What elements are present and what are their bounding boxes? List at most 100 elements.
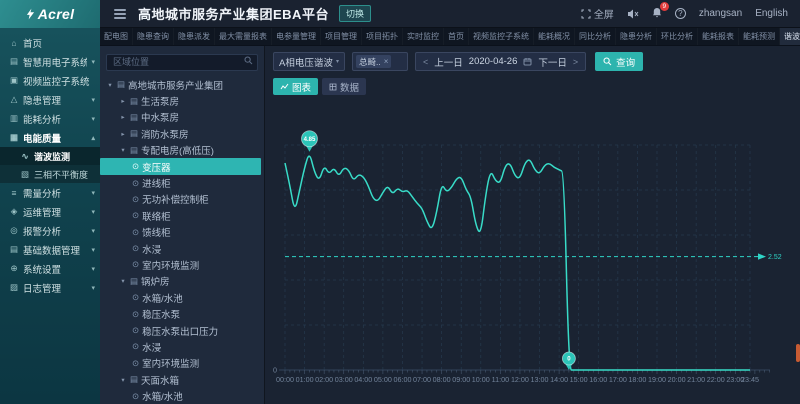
- data-type-multiselect[interactable]: 总畸.. ×: [352, 52, 408, 71]
- calendar-icon[interactable]: [523, 57, 532, 66]
- language-switcher[interactable]: English: [755, 8, 788, 19]
- tree-node[interactable]: ⊙ 稳压水泵: [100, 306, 261, 322]
- next-day-arrow-icon[interactable]: >: [572, 56, 579, 67]
- tab[interactable]: 能耗概况 ×: [534, 28, 575, 45]
- tab[interactable]: 隐患查询 ×: [133, 28, 174, 45]
- tree-search-input[interactable]: [106, 53, 258, 71]
- tree-node-label: 稳压水泵: [142, 310, 181, 322]
- remove-tag-icon[interactable]: ×: [383, 57, 389, 66]
- fullscreen-button[interactable]: 全屏: [581, 6, 614, 21]
- tree-node-label: 水浸: [142, 244, 162, 256]
- tab[interactable]: 电参量管理 ×: [272, 28, 321, 45]
- next-day-button[interactable]: 下一日: [538, 57, 567, 69]
- x-axis-label: 13:00: [531, 375, 549, 384]
- tree-expand-icon[interactable]: ▾: [121, 376, 125, 384]
- tree-node[interactable]: ⊙ 室内环境监测: [100, 355, 261, 371]
- switch-project-button[interactable]: 切换: [338, 5, 371, 22]
- sidebar-item[interactable]: ▤ 基础数据管理 ▾: [0, 240, 100, 259]
- data-view-button[interactable]: 数据: [322, 78, 367, 95]
- sidebar-item[interactable]: ▧ 三相不平衡度: [0, 165, 100, 183]
- tree-node[interactable]: ▾ ▤ 天面水箱: [100, 372, 261, 388]
- sidebar-item-icon: ▤: [9, 244, 19, 254]
- prev-day-button[interactable]: 上一日: [434, 57, 463, 69]
- x-axis-label: 10:00: [472, 375, 490, 384]
- tree-node[interactable]: ▸ ▤ 中水泵房: [100, 109, 261, 125]
- tree-node[interactable]: ▸ ▤ 生活泵房: [100, 93, 261, 109]
- harmonic-type-select[interactable]: A相电压谐波 ▾: [273, 52, 345, 71]
- sidebar-item[interactable]: ⊕ 系统设置 ▾: [0, 259, 100, 278]
- tree-expand-icon[interactable]: ▾: [121, 278, 125, 286]
- tree-node[interactable]: ▸ ▤ 消防水泵房: [100, 126, 261, 142]
- notifications-button[interactable]: 9: [652, 1, 669, 21]
- sidebar-item[interactable]: ▦ 电能质量 ▴: [0, 128, 100, 147]
- date-value[interactable]: 2020-04-26: [468, 56, 518, 67]
- sidebar-item[interactable]: △ 隐患管理 ▾: [0, 90, 100, 109]
- sidebar-item[interactable]: ⌂ 首页: [0, 33, 100, 52]
- brand-logo[interactable]: Acrel: [0, 0, 100, 28]
- tree-node[interactable]: ⊙ 稳压水泵出口压力: [100, 322, 261, 338]
- sidebar-item[interactable]: ∿ 谐波监测: [0, 147, 100, 165]
- tree-node-label: 高地城市服务产业集团: [128, 80, 224, 92]
- tree-expand-icon[interactable]: ▾: [121, 147, 125, 155]
- tab[interactable]: 项目管理 ×: [321, 28, 362, 45]
- tab[interactable]: 能耗报表 ×: [698, 28, 739, 45]
- username[interactable]: zhangsan: [698, 8, 743, 19]
- sidebar-item[interactable]: ◎ 报警分析 ▾: [0, 221, 100, 240]
- tab[interactable]: 最大需量报表 ×: [215, 28, 272, 45]
- tree-node[interactable]: ⊙ 水浸: [100, 339, 261, 355]
- tree-node[interactable]: ⊙ 水浸: [100, 240, 261, 256]
- tree-node-icon: ⊙: [132, 177, 140, 188]
- tree-expand-icon[interactable]: ▸: [121, 98, 125, 106]
- tree-node[interactable]: ⊙ 馈线柜: [100, 224, 261, 240]
- x-axis-label: 08:00: [433, 375, 451, 384]
- tab[interactable]: 环比分析 ×: [657, 28, 698, 45]
- tree-node[interactable]: ⊙ 联络柜: [100, 208, 261, 224]
- sidebar-item-label: 电能质量: [23, 133, 62, 145]
- x-axis-label: 21:00: [687, 375, 705, 384]
- prev-day-arrow-icon[interactable]: <: [423, 56, 429, 67]
- tree-node[interactable]: ⊙ 无功补偿控制柜: [100, 191, 261, 207]
- help-button[interactable]: ?: [674, 8, 686, 19]
- sidebar-item[interactable]: ▤ 智慧用电子系统 ▾: [0, 52, 100, 71]
- x-axis-label: 11:00: [492, 375, 509, 384]
- tab[interactable]: 首页 ×: [444, 28, 469, 45]
- sidebar-item[interactable]: ◈ 运维管理 ▾: [0, 202, 100, 221]
- tab[interactable]: 视频监控子系统 ×: [469, 28, 534, 45]
- tree-expand-icon[interactable]: ▸: [121, 130, 125, 138]
- tree-node[interactable]: ⊙ 进线柜: [100, 175, 261, 191]
- mute-button[interactable]: [627, 9, 639, 19]
- sidebar-item[interactable]: ▣ 视频监控子系统: [0, 71, 100, 90]
- tab[interactable]: 项目拓扑 ×: [362, 28, 403, 45]
- query-button[interactable]: 查询: [595, 52, 644, 71]
- tab[interactable]: 隐患派发 ×: [174, 28, 215, 45]
- x-axis-label: 20:00: [668, 375, 686, 384]
- tree-node[interactable]: ▾ ▤ 专配电房(高低压): [100, 142, 261, 158]
- tab[interactable]: 同比分析 ×: [575, 28, 616, 45]
- tab[interactable]: 谐波监测 ×: [780, 28, 800, 45]
- scrollbar-thumb[interactable]: [796, 344, 800, 362]
- tree-expand-icon[interactable]: ▾: [108, 81, 112, 89]
- tree-node[interactable]: ⊙ 室内环境监测: [100, 257, 261, 273]
- menu-collapse-icon[interactable]: [114, 8, 126, 19]
- tree-node[interactable]: ⊙ 水箱/水池: [100, 290, 261, 306]
- bell-icon: [652, 7, 661, 17]
- tab[interactable]: 实时监控 ×: [403, 28, 444, 45]
- tab[interactable]: 隐患分析 ×: [616, 28, 657, 45]
- tree-node-label: 水箱/水池: [142, 392, 183, 404]
- tree-node[interactable]: ▾ ▤ 高地城市服务产业集团: [100, 77, 261, 93]
- sidebar-item[interactable]: ▨ 日志管理 ▾: [0, 278, 100, 297]
- tab[interactable]: 能耗预测 ×: [739, 28, 780, 45]
- tree-node[interactable]: ▾ ▤ 锅炉房: [100, 273, 261, 289]
- sidebar-item[interactable]: ▥ 能耗分析 ▾: [0, 109, 100, 128]
- x-axis-label: 22:00: [707, 375, 725, 384]
- tree-node-label: 水浸: [142, 342, 162, 354]
- tab[interactable]: 配电图 ×: [100, 28, 133, 45]
- tree-expand-icon[interactable]: ▸: [121, 114, 125, 122]
- sidebar-item[interactable]: ≡ 需量分析 ▾: [0, 183, 100, 202]
- chart-view-button[interactable]: 图表: [273, 78, 319, 95]
- tree-node[interactable]: ⊙ 水箱/水池: [100, 388, 261, 404]
- tree-node[interactable]: ⊙ 变压器: [100, 158, 261, 175]
- x-axis-label: 06:00: [393, 375, 411, 384]
- tree-node-icon: ▤: [130, 95, 139, 106]
- sidebar-item-label: 谐波监测: [34, 151, 71, 162]
